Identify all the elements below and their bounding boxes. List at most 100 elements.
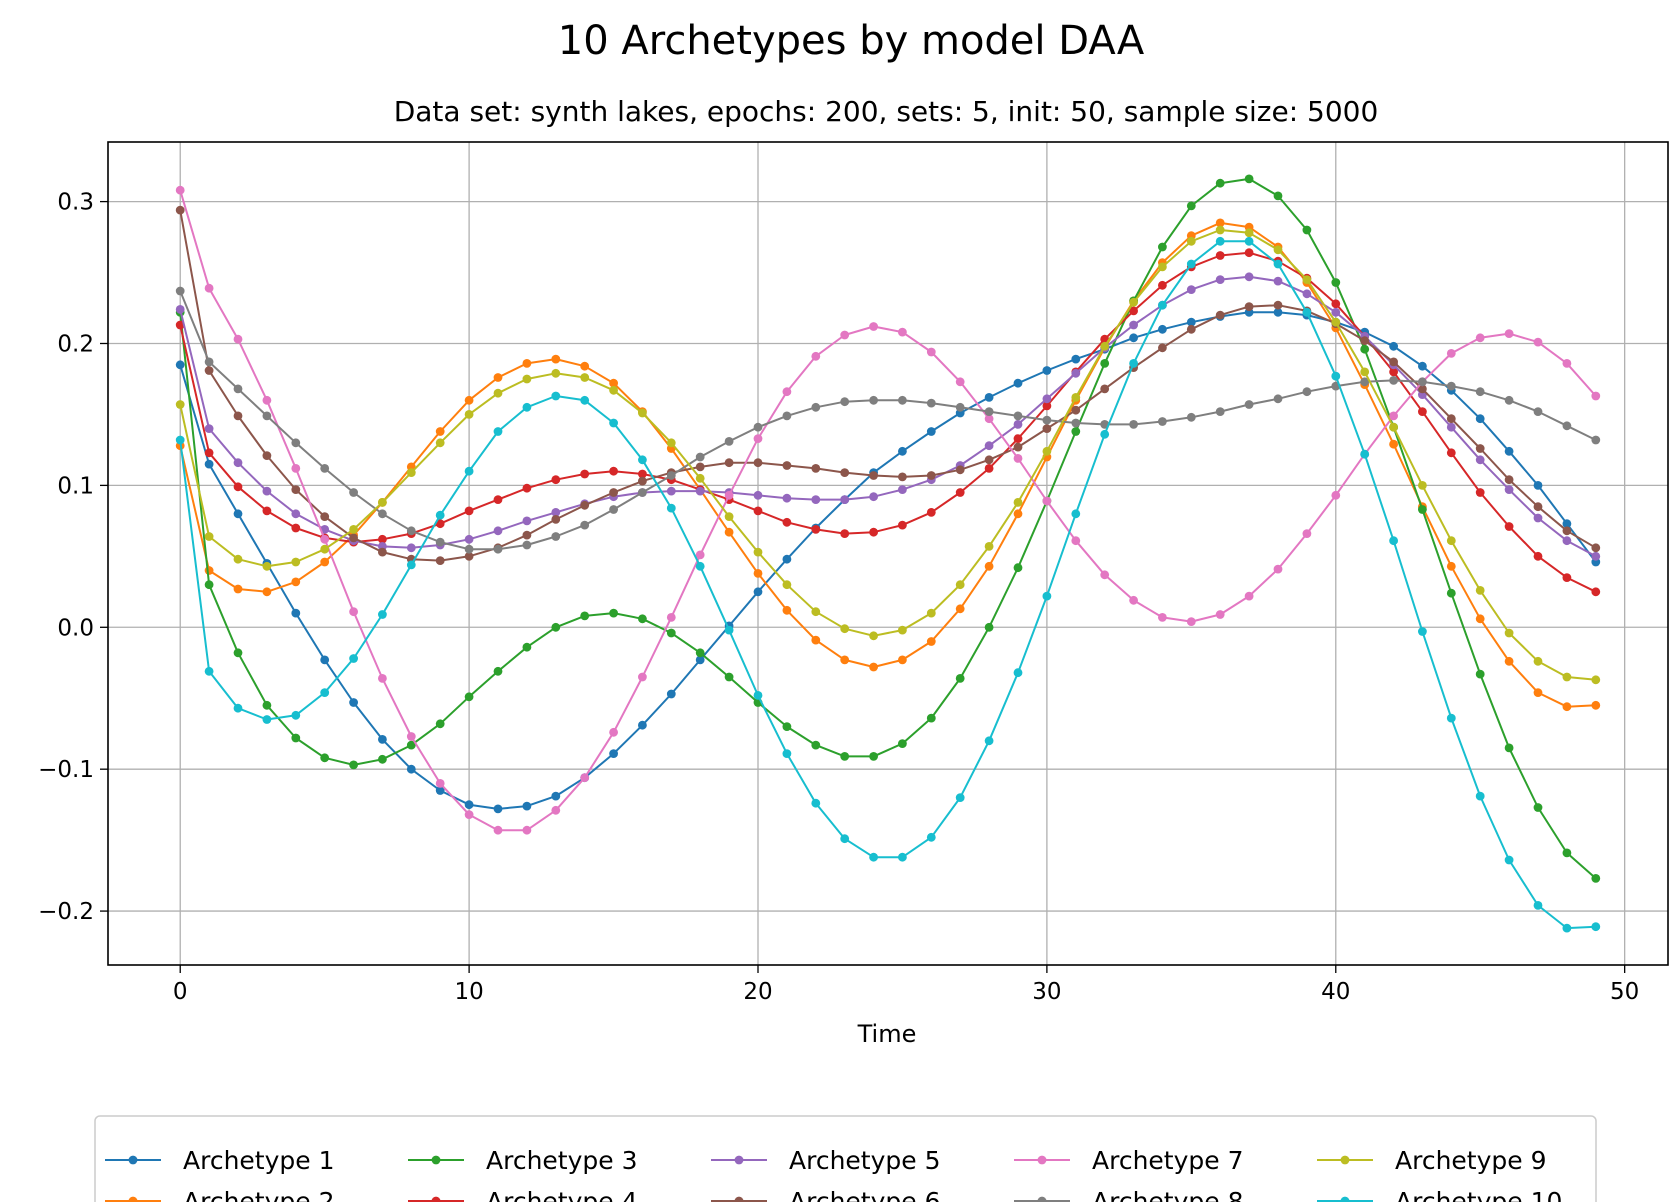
data-point <box>1475 614 1485 624</box>
data-point <box>1331 278 1341 287</box>
data-point <box>1475 455 1485 465</box>
data-point <box>753 587 763 597</box>
data-point <box>580 520 590 530</box>
data-point <box>811 525 821 534</box>
data-point <box>1071 536 1081 546</box>
data-point <box>1042 424 1052 433</box>
data-point <box>175 286 185 296</box>
data-point <box>609 385 618 395</box>
data-point <box>349 698 358 707</box>
data-point <box>1186 324 1196 334</box>
data-point <box>1186 412 1196 422</box>
data-point <box>984 561 994 571</box>
data-point <box>1042 591 1052 601</box>
data-point <box>869 492 878 502</box>
x-tick-label: 50 <box>1610 979 1639 1005</box>
data-point <box>1071 427 1081 436</box>
data-point <box>1100 341 1110 351</box>
data-point <box>464 551 474 561</box>
legend-items: Archetype 1 Archetype 2 Archetype 3 Archety… <box>105 1146 1562 1202</box>
data-point <box>551 354 561 364</box>
data-point <box>493 388 503 398</box>
series-8 <box>175 286 1601 554</box>
data-point <box>609 505 618 514</box>
data-point <box>1244 228 1254 238</box>
data-point <box>724 527 734 537</box>
data-point <box>464 466 474 476</box>
data-point <box>1475 387 1485 397</box>
data-point <box>320 534 330 544</box>
data-point <box>724 625 734 635</box>
data-point <box>1504 656 1514 666</box>
data-point <box>782 517 792 527</box>
series-line <box>179 229 1596 681</box>
data-point <box>1273 300 1283 310</box>
data-point <box>1591 922 1601 932</box>
data-point <box>984 393 994 402</box>
data-point <box>1591 435 1601 445</box>
legend-item: Archetype 4 <box>408 1187 638 1202</box>
data-point <box>695 648 705 658</box>
data-point <box>1042 496 1052 506</box>
x-tick-label: 10 <box>454 979 483 1005</box>
data-point <box>811 740 821 750</box>
data-point <box>580 500 590 510</box>
data-point <box>1504 329 1514 338</box>
legend-label: Archetype 7 <box>1092 1146 1244 1175</box>
data-point <box>175 305 185 314</box>
data-point <box>1244 302 1254 311</box>
data-point <box>1100 384 1110 394</box>
data-point <box>175 360 185 370</box>
data-point <box>435 779 445 788</box>
data-point <box>262 411 272 421</box>
data-point <box>1591 587 1601 597</box>
data-point <box>580 395 590 405</box>
series-2 <box>175 218 1601 712</box>
legend-swatch-marker <box>734 1196 744 1202</box>
data-point <box>1215 275 1225 284</box>
data-point <box>1158 343 1167 353</box>
data-point <box>1158 324 1167 334</box>
data-point <box>609 749 618 758</box>
series-line <box>179 311 1597 810</box>
data-point <box>1100 570 1110 580</box>
data-point <box>349 760 358 770</box>
data-point <box>695 655 705 665</box>
data-point <box>320 655 330 665</box>
legend-swatch-marker <box>431 1196 441 1202</box>
data-point <box>262 486 272 496</box>
data-point <box>1129 320 1138 330</box>
data-point <box>782 749 792 758</box>
data-point <box>1302 289 1312 299</box>
data-point <box>1071 368 1081 378</box>
data-point <box>320 688 330 697</box>
data-point <box>955 674 965 683</box>
data-point <box>580 469 590 479</box>
data-point <box>753 490 763 500</box>
data-point <box>1129 595 1138 605</box>
data-point <box>522 642 532 652</box>
data-point <box>320 557 330 567</box>
data-point <box>840 495 850 504</box>
data-point <box>320 512 330 521</box>
data-point <box>1475 488 1485 497</box>
data-point <box>666 471 676 480</box>
data-point <box>233 482 243 492</box>
data-point <box>262 395 272 405</box>
data-point <box>493 804 503 814</box>
data-point <box>926 508 936 517</box>
axis-ticks: 0 10 20 30 40 50 −0.2 −0.1 0.0 0.1 0.2 0.3 <box>38 190 1639 1005</box>
data-point <box>522 825 532 835</box>
data-point <box>291 438 301 448</box>
grid-lines <box>108 142 1668 965</box>
data-point <box>378 534 387 544</box>
data-point <box>204 366 214 375</box>
data-point <box>464 395 474 405</box>
data-point <box>349 533 358 543</box>
data-point <box>1562 848 1572 858</box>
y-tick-label: −0.2 <box>38 899 94 925</box>
legend-label: Archetype 9 <box>1395 1146 1547 1175</box>
data-point <box>522 483 532 493</box>
data-point <box>782 554 792 564</box>
series-9 <box>175 225 1601 685</box>
